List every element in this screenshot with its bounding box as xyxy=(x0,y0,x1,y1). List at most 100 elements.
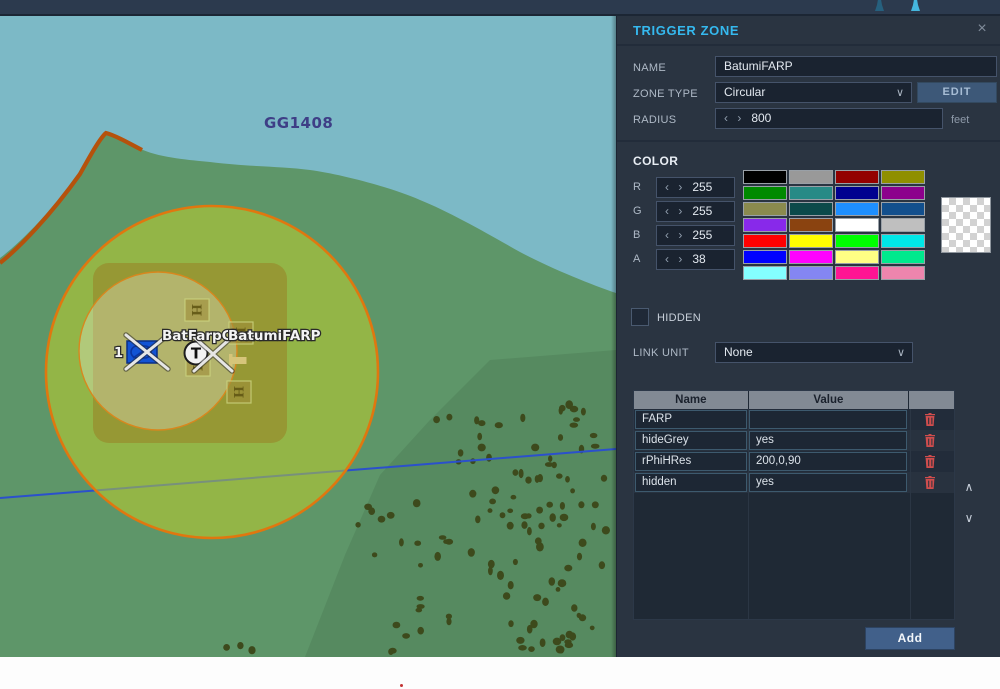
palette-swatch-12[interactable] xyxy=(743,218,787,232)
scroll-up-icon[interactable]: ∧ xyxy=(964,480,974,494)
channel-stepper-g[interactable]: ‹ › 255 xyxy=(656,201,735,222)
link-unit-dropdown[interactable]: None ∨ xyxy=(715,342,913,363)
name-input-value: BatumiFARP xyxy=(724,59,793,73)
edit-button[interactable]: EDIT xyxy=(917,82,997,103)
palette-swatch-0[interactable] xyxy=(743,170,787,184)
palette-swatch-22[interactable] xyxy=(835,250,879,264)
palette-swatch-14[interactable] xyxy=(835,218,879,232)
palette-swatch-23[interactable] xyxy=(881,250,925,264)
row-delete-button[interactable] xyxy=(908,472,952,493)
table-row[interactable]: hidden yes xyxy=(634,472,954,493)
table-header-actions xyxy=(909,391,954,409)
palette-swatch-15[interactable] xyxy=(881,218,925,232)
channel-stepper-r[interactable]: ‹ › 255 xyxy=(656,177,735,198)
zone-label-batfarpclone: BatFarpClone xyxy=(162,328,264,344)
row-name-cell[interactable]: hideGrey xyxy=(635,431,747,450)
palette-swatch-8[interactable] xyxy=(743,202,787,216)
column-divider xyxy=(910,409,911,619)
divider xyxy=(617,44,1000,46)
name-label: NAME xyxy=(633,62,666,74)
coast-ridge-line xyxy=(0,130,143,265)
palette-swatch-27[interactable] xyxy=(881,266,925,280)
add-button[interactable]: Add xyxy=(865,627,955,650)
palette-swatch-19[interactable] xyxy=(881,234,925,248)
row-value-cell[interactable]: yes xyxy=(749,431,907,450)
row-name-cell[interactable]: FARP xyxy=(635,410,747,429)
radius-value: 800 xyxy=(751,111,772,125)
palette-swatch-3[interactable] xyxy=(881,170,925,184)
palette-swatch-16[interactable] xyxy=(743,234,787,248)
name-input[interactable]: BatumiFARP xyxy=(715,56,997,77)
stepper-arrows-icon[interactable]: ‹ › xyxy=(665,204,686,218)
radius-label: RADIUS xyxy=(633,114,677,126)
table-header-name: Name xyxy=(634,391,748,409)
channel-label-g: G xyxy=(633,205,642,217)
map-grid-label: GG1408 xyxy=(264,114,333,132)
palette-swatch-26[interactable] xyxy=(835,266,879,280)
table-row[interactable]: rPhiHRes 200,0,90 xyxy=(634,451,954,472)
toolbar-beacon-icon[interactable] xyxy=(911,0,920,11)
row-name-cell[interactable]: rPhiHRes xyxy=(635,452,747,471)
stepper-arrows-icon[interactable]: ‹ › xyxy=(665,180,686,194)
table-row[interactable]: FARP xyxy=(634,409,954,430)
trash-icon[interactable] xyxy=(924,413,936,426)
hidden-checkbox[interactable] xyxy=(631,308,649,326)
link-unit-value: None xyxy=(724,345,753,359)
table-header-row: Name Value xyxy=(634,391,954,409)
map-border-line xyxy=(0,448,616,499)
divider xyxy=(617,140,1000,142)
row-value-cell[interactable]: 200,0,90 xyxy=(749,452,907,471)
channel-stepper-a[interactable]: ‹ › 38 xyxy=(656,249,735,270)
palette-swatch-9[interactable] xyxy=(789,202,833,216)
tree-dots xyxy=(223,400,611,655)
trash-icon[interactable] xyxy=(924,455,936,468)
cursor-dot xyxy=(400,684,403,687)
palette-swatch-1[interactable] xyxy=(789,170,833,184)
radius-stepper[interactable]: ‹ › 800 xyxy=(715,108,943,129)
row-delete-button[interactable] xyxy=(908,409,952,430)
svg-text:H: H xyxy=(232,327,247,339)
radius-unit: feet xyxy=(951,114,970,126)
palette-swatch-18[interactable] xyxy=(835,234,879,248)
trash-icon[interactable] xyxy=(924,476,936,489)
forest-zone-polygon xyxy=(305,350,616,657)
table-row[interactable]: hideGrey yes xyxy=(634,430,954,451)
svg-text:H: H xyxy=(230,386,245,398)
zone-type-dropdown[interactable]: Circular ∨ xyxy=(715,82,912,103)
palette-swatch-13[interactable] xyxy=(789,218,833,232)
zone-type-label: ZONE TYPE xyxy=(633,88,698,100)
flag-icon[interactable] xyxy=(229,354,247,367)
stepper-arrows-icon[interactable]: ‹ › xyxy=(665,228,686,242)
row-value-cell[interactable]: yes xyxy=(749,473,907,492)
hidden-label: HIDDEN xyxy=(657,312,701,324)
stepper-arrows-icon[interactable]: ‹ › xyxy=(665,252,686,266)
close-icon[interactable]: × xyxy=(977,20,987,37)
row-delete-button[interactable] xyxy=(908,451,952,472)
row-value-cell[interactable] xyxy=(749,410,907,429)
palette-swatch-24[interactable] xyxy=(743,266,787,280)
trigger-cross xyxy=(191,334,235,374)
svg-text:H: H xyxy=(188,304,203,316)
palette-swatch-25[interactable] xyxy=(789,266,833,280)
channel-stepper-b[interactable]: ‹ › 255 xyxy=(656,225,735,246)
palette-swatch-11[interactable] xyxy=(881,202,925,216)
palette-swatch-2[interactable] xyxy=(835,170,879,184)
map-viewport[interactable]: H H H H T xyxy=(0,16,616,657)
zone-type-value: Circular xyxy=(724,85,766,99)
trash-icon[interactable] xyxy=(924,434,936,447)
palette-swatch-7[interactable] xyxy=(881,186,925,200)
palette-swatch-17[interactable] xyxy=(789,234,833,248)
row-delete-button[interactable] xyxy=(908,430,952,451)
palette-swatch-6[interactable] xyxy=(835,186,879,200)
palette-swatch-5[interactable] xyxy=(789,186,833,200)
palette-swatch-21[interactable] xyxy=(789,250,833,264)
row-name-cell[interactable]: hidden xyxy=(635,473,747,492)
stepper-arrows-icon[interactable]: ‹ › xyxy=(724,111,745,125)
palette-swatch-20[interactable] xyxy=(743,250,787,264)
table-header-value: Value xyxy=(748,391,909,409)
palette-swatch-10[interactable] xyxy=(835,202,879,216)
unit-count-label: 1 xyxy=(114,346,123,361)
palette-swatch-4[interactable] xyxy=(743,186,787,200)
toolbar-icon-dim[interactable] xyxy=(875,0,884,11)
scroll-down-icon[interactable]: ∨ xyxy=(964,511,974,525)
